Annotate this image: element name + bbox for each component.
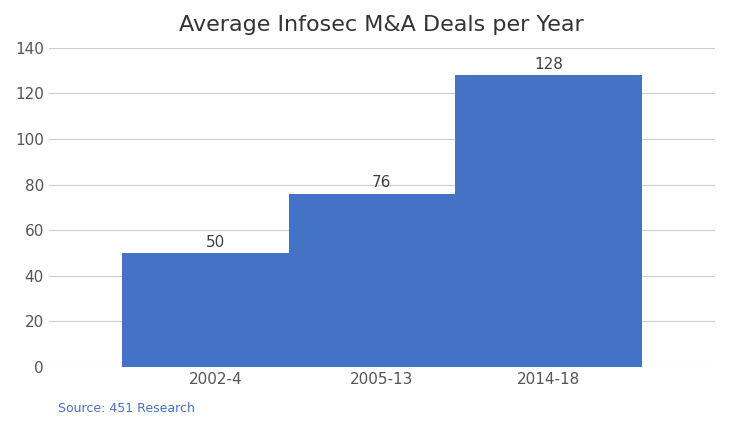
Text: 128: 128 (534, 57, 563, 71)
Text: 50: 50 (206, 234, 225, 250)
Text: Source: 451 Research: Source: 451 Research (58, 401, 196, 415)
Bar (122, 253, 309, 367)
Bar (288, 194, 475, 367)
Title: Average Infosec M&A Deals per Year: Average Infosec M&A Deals per Year (180, 15, 584, 35)
Text: 76: 76 (372, 175, 391, 190)
Bar (456, 75, 642, 367)
